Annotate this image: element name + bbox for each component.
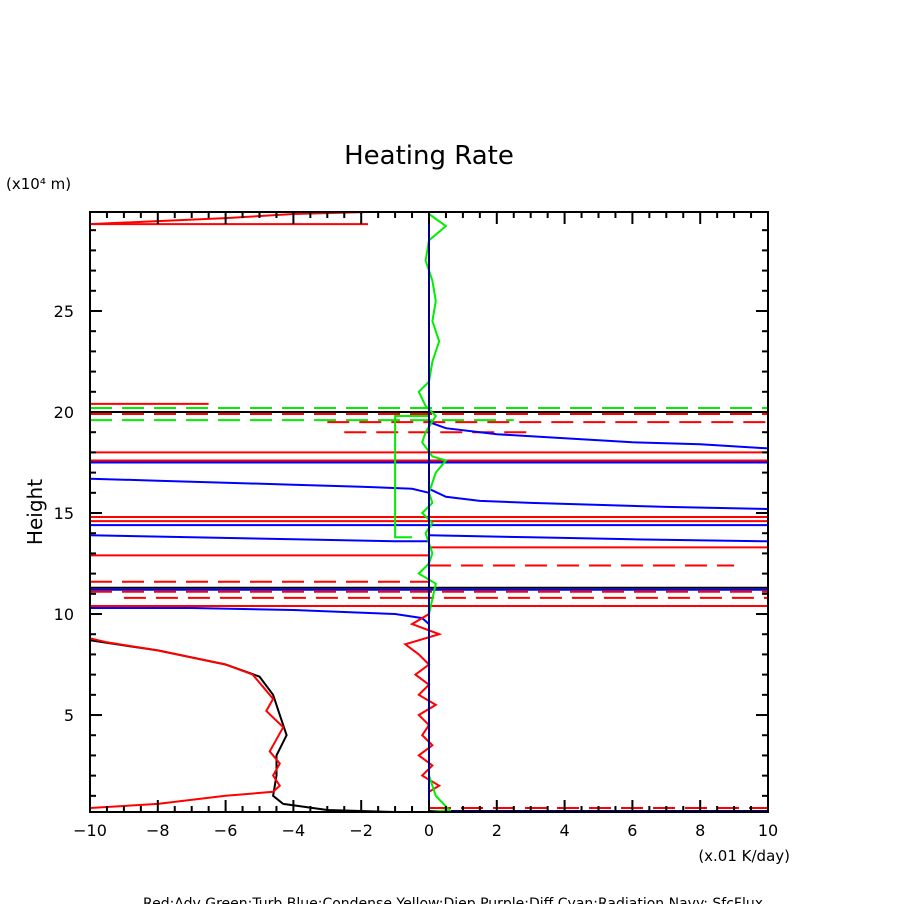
series-curve-3 <box>90 534 429 543</box>
series-line-0 <box>90 639 429 812</box>
x-tick-label: 0 <box>424 821 434 840</box>
series-curve-5 <box>90 607 430 625</box>
x-tick-label: −10 <box>73 821 107 840</box>
x-tick-label: 2 <box>492 821 502 840</box>
series-line-1 <box>90 637 285 809</box>
y-tick-label: 5 <box>64 706 74 725</box>
x-tick-label: −4 <box>282 821 306 840</box>
y-tick-label: 15 <box>54 504 74 523</box>
legend-text: Red:Adv Green:Turb Blue:Condense Yellow:… <box>143 896 763 904</box>
series-curve-2 <box>428 487 768 510</box>
y-axis: 5 10 15 20 25 <box>54 229 768 797</box>
plot-frame <box>89 211 769 813</box>
chart-title: Heating Rate <box>344 141 514 171</box>
x-units-label: (x.01 K/day) <box>698 847 790 865</box>
x-tick-label: 4 <box>560 821 570 840</box>
series-curve-4 <box>428 534 768 543</box>
x-tick-label: 8 <box>695 821 705 840</box>
x-tick-label: −6 <box>214 821 238 840</box>
series-curve-1 <box>90 477 430 494</box>
series-line-2 <box>403 613 443 793</box>
x-tick-label: −8 <box>146 821 170 840</box>
y-tick-label: 20 <box>54 403 74 422</box>
plot-area <box>90 212 768 812</box>
x-axis: −10 −8 −6 −4 −2 0 2 4 6 8 10 <box>73 212 778 840</box>
y-units-label: (x10⁴ m) <box>6 175 71 193</box>
y-axis-label: Height <box>23 479 47 545</box>
x-tick-label: −2 <box>349 821 373 840</box>
x-tick-label: 10 <box>758 821 778 840</box>
y-tick-label: 10 <box>54 605 74 624</box>
y-tick-label: 25 <box>54 302 74 321</box>
series-line-4 <box>394 415 429 539</box>
series-curve-0 <box>428 421 768 450</box>
x-tick-label: 6 <box>627 821 637 840</box>
